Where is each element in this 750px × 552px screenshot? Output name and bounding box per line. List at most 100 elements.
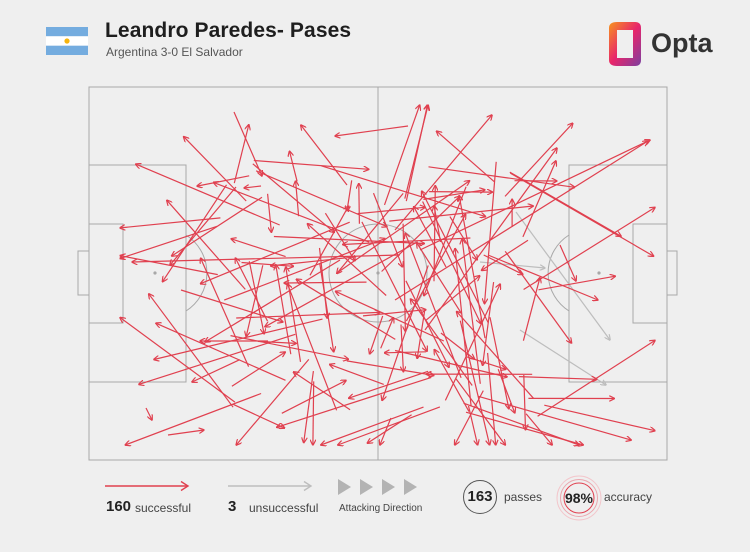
successful-pass-arrow <box>284 282 367 283</box>
successful-pass-arrow <box>125 392 262 446</box>
successful-pass-arrow <box>330 364 384 385</box>
successful-pass-arrow <box>319 263 334 352</box>
successful-pass-arrow <box>290 151 298 182</box>
successful-pass-arrow <box>489 317 509 409</box>
successful-pass-arrow <box>370 315 384 354</box>
successful-pass-arrow <box>337 193 404 273</box>
successful-pass-arrow <box>324 212 355 261</box>
successful-pass-arrow <box>425 276 480 322</box>
successful-pass-arrow <box>362 310 426 317</box>
successful-pass-arrow <box>346 360 434 376</box>
successful-pass-arrow <box>120 225 218 258</box>
successful-pass-arrow <box>524 374 526 430</box>
successful-pass-arrow <box>509 171 621 236</box>
successful-pass-arrow <box>422 191 489 324</box>
successful-pass-arrow <box>525 413 552 445</box>
successful-pass-arrow <box>482 239 529 270</box>
successful-pass-arrow <box>504 123 573 197</box>
successful-pass-arrow <box>372 192 403 267</box>
right-penalty-box <box>568 164 668 383</box>
successful-pass-arrow <box>485 161 497 304</box>
left-six-yard-box <box>88 223 124 324</box>
center-spot <box>376 271 380 275</box>
page-title: Leandro Paredes- Pases <box>105 19 352 42</box>
successful-pass-arrow <box>504 250 571 343</box>
successful-pass-arrow <box>233 125 249 184</box>
successful-pass-arrow <box>428 166 575 188</box>
successful-pass-arrow <box>235 258 269 322</box>
successful-pass-arrow <box>335 291 445 342</box>
successful-pass-arrow <box>318 247 328 318</box>
right-six-yard-box <box>632 223 668 324</box>
left-goal <box>77 250 90 296</box>
successful-pass-arrow <box>321 165 485 217</box>
successful-pass-arrow <box>414 207 447 268</box>
unsuccessful-passes <box>479 211 610 385</box>
successful-pass-arrow <box>244 186 262 188</box>
successful-pass-arrow <box>459 320 489 445</box>
legend: 160 successful 3 unsuccessful Attacking … <box>0 470 750 550</box>
successful-pass-arrow <box>538 276 616 291</box>
successful-pass-arrow <box>434 186 435 282</box>
header: Leandro Paredes- Pases Argentina 3-0 El … <box>0 0 750 80</box>
successful-pass-arrow <box>313 381 314 445</box>
successful-pass-arrow <box>523 207 655 291</box>
successful-pass-arrow <box>483 254 523 274</box>
successful-pass-arrow <box>236 359 310 445</box>
successful-pass-arrow <box>139 333 296 384</box>
successful-pass-arrow <box>401 324 403 372</box>
successful-pass-arrow <box>497 368 515 413</box>
successful-pass-arrow <box>287 284 338 411</box>
successful-pass-arrow <box>478 395 631 440</box>
successful-pass-arrow <box>201 258 250 367</box>
successful-pass-arrow <box>321 406 424 445</box>
successful-pass-arrow <box>277 376 432 427</box>
successful-count: 160 <box>106 498 132 515</box>
successful-pass-arrow <box>434 350 470 412</box>
unsuccessful-pass-arrow <box>519 329 606 385</box>
successful-pass-arrow <box>304 371 314 443</box>
successful-pass-arrow <box>276 265 292 355</box>
successful-pass-arrow <box>419 140 650 251</box>
opta-logo-text: Opta <box>651 28 713 58</box>
successful-pass-arrow <box>347 180 353 211</box>
successful-pass-arrow <box>437 131 495 183</box>
successful-pass-arrow <box>367 414 412 444</box>
successful-pass-arrow <box>411 299 473 386</box>
left-penalty-box <box>88 164 187 383</box>
accuracy-label: accuracy <box>604 490 653 504</box>
successful-pass-arrow <box>296 181 300 217</box>
successful-pass-arrow <box>405 233 462 379</box>
successful-pass-arrow <box>394 115 492 231</box>
successful-pass-arrow <box>463 402 580 445</box>
successful-pass-arrow <box>394 141 648 301</box>
attacking-direction-icon <box>338 479 417 495</box>
right-penalty-spot <box>597 271 601 275</box>
successful-pass-arrow <box>380 318 394 349</box>
successful-pass-arrow <box>213 182 370 243</box>
successful-pass-arrow <box>359 184 360 224</box>
successful-pass-arrow <box>455 378 506 445</box>
successful-pass-arrow <box>405 280 449 368</box>
successful-pass-arrow <box>522 161 556 238</box>
successful-pass-arrow <box>429 192 492 193</box>
successful-pass-arrow <box>357 207 425 215</box>
successful-pass-arrow <box>301 125 348 186</box>
successful-pass-arrow <box>293 372 351 411</box>
successful-pass-arrow <box>307 224 387 296</box>
successful-pass-arrow <box>335 125 409 136</box>
successful-pass-arrow <box>422 201 481 324</box>
successful-pass-arrow <box>462 239 481 384</box>
successful-pass-arrow <box>257 341 296 343</box>
successful-pass-arrow <box>455 390 484 445</box>
successful-pass-arrow <box>248 261 264 334</box>
successful-pass-arrow <box>361 221 427 351</box>
successful-pass-arrow <box>192 359 240 382</box>
successful-pass-arrow <box>205 259 341 342</box>
successful-pass-arrow <box>309 206 349 276</box>
successful-pass-arrow <box>223 239 385 301</box>
successful-pass-arrow <box>382 265 429 400</box>
successful-pass-arrow <box>444 284 500 401</box>
right-goal <box>666 250 678 296</box>
successful-pass-arrow <box>232 403 285 428</box>
